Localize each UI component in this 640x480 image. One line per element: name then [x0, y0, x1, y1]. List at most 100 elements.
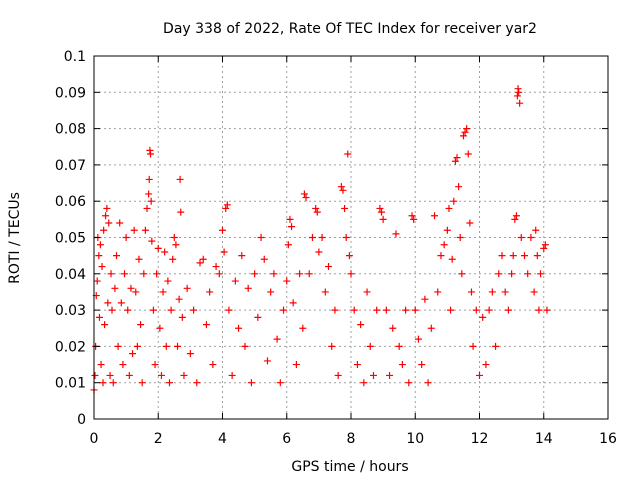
data-point — [151, 361, 159, 369]
data-point — [119, 361, 127, 369]
data-point — [305, 270, 313, 278]
data-point — [543, 306, 551, 314]
data-point — [107, 270, 115, 278]
data-point — [212, 263, 220, 271]
data-point — [530, 288, 538, 296]
data-point — [376, 204, 384, 212]
data-point — [209, 361, 217, 369]
data-point — [321, 288, 329, 296]
data-point — [341, 204, 349, 212]
data-point — [283, 277, 291, 285]
y-tick-label: 0.06 — [55, 194, 86, 210]
data-point — [513, 92, 521, 100]
data-point — [93, 277, 101, 285]
data-point — [161, 248, 169, 256]
x-tick-label: 8 — [347, 431, 356, 447]
data-point — [156, 324, 164, 332]
y-tick-label: 0.02 — [55, 339, 86, 355]
data-point — [165, 379, 173, 387]
data-point — [366, 342, 374, 350]
data-point — [162, 342, 170, 350]
y-tick-label: 0.05 — [55, 231, 86, 247]
data-point — [410, 215, 418, 223]
data-point — [190, 306, 198, 314]
y-tick-label: 0.1 — [64, 49, 86, 65]
data-point — [350, 306, 358, 314]
data-point — [434, 288, 442, 296]
data-point — [96, 241, 104, 249]
data-point — [292, 361, 300, 369]
y-tick-label: 0.08 — [55, 122, 86, 138]
data-point — [515, 88, 523, 96]
data-point — [176, 175, 184, 183]
data-point — [337, 183, 345, 191]
data-point — [288, 223, 296, 231]
data-point — [137, 321, 145, 329]
x-tick-label: 0 — [90, 431, 99, 447]
data-point — [289, 299, 297, 307]
data-point — [512, 212, 520, 220]
data-point — [443, 226, 451, 234]
data-point — [103, 204, 111, 212]
data-point — [360, 379, 368, 387]
data-point — [315, 248, 323, 256]
data-point — [459, 132, 467, 140]
data-point — [241, 342, 249, 350]
data-point — [511, 215, 519, 223]
data-point — [122, 234, 130, 241]
data-point — [104, 299, 112, 307]
data-point — [532, 226, 540, 234]
data-point — [102, 212, 110, 220]
data-point — [228, 371, 236, 379]
data-point — [235, 324, 243, 332]
data-point — [196, 259, 204, 267]
data-point — [129, 350, 137, 358]
data-point — [273, 335, 281, 343]
axis-ticks: 0 2 4 6 8 10 12 14 16 0 0.01 0.02 0.03 0.04 0.05 0.06 0.… — [55, 49, 617, 447]
data-point — [325, 263, 333, 271]
data-point — [284, 241, 292, 249]
data-point — [177, 208, 185, 216]
data-point — [389, 324, 397, 332]
data-point — [260, 255, 268, 263]
data-point — [421, 295, 429, 303]
data-point — [95, 313, 103, 321]
data-point — [167, 306, 175, 314]
data-point — [98, 263, 106, 271]
data-point — [183, 284, 191, 292]
data-point — [95, 252, 103, 260]
data-point — [527, 234, 535, 241]
data-point — [498, 252, 506, 260]
data-point — [124, 306, 132, 314]
data-point — [453, 154, 461, 162]
data-point — [147, 197, 155, 205]
data-point — [514, 85, 522, 93]
data-point — [363, 288, 371, 296]
data-point — [145, 175, 153, 183]
x-tick-label: 10 — [406, 431, 424, 447]
data-point — [437, 252, 445, 260]
data-point — [127, 284, 135, 292]
data-point — [524, 270, 532, 278]
data-point — [482, 361, 490, 369]
data-point — [379, 215, 387, 223]
data-point — [145, 190, 153, 198]
data-point — [133, 342, 141, 350]
data-point — [141, 226, 149, 234]
data-point — [108, 306, 116, 314]
data-point — [101, 321, 109, 329]
data-point — [111, 284, 119, 292]
data-point — [263, 357, 271, 365]
data-point — [451, 157, 459, 165]
data-point — [347, 270, 355, 278]
data-point — [125, 371, 133, 379]
data-point — [130, 226, 138, 234]
data-point — [109, 379, 117, 387]
data-point — [382, 306, 390, 314]
data-point — [445, 204, 453, 212]
data-point — [467, 288, 475, 296]
data-point — [476, 371, 483, 379]
data-point — [541, 241, 549, 249]
data-point — [132, 288, 140, 296]
